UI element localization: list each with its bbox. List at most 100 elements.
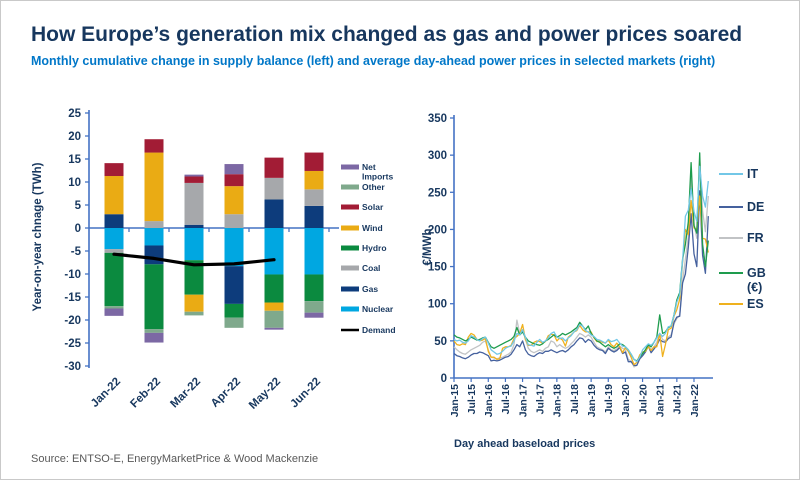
segment-solar bbox=[184, 176, 204, 183]
svg-text:Jul-18: Jul-18 bbox=[569, 384, 581, 415]
svg-text:10: 10 bbox=[68, 177, 81, 189]
segment-solar bbox=[224, 174, 244, 187]
segment-solar bbox=[304, 152, 324, 171]
svg-text:Coal: Coal bbox=[362, 263, 380, 273]
segment-other bbox=[144, 329, 164, 333]
price-lines bbox=[453, 152, 709, 368]
svg-text:Jul-20: Jul-20 bbox=[637, 384, 649, 415]
legend-item-gas: Gas bbox=[341, 284, 378, 294]
page-header: How Europe’s generation mix changed as g… bbox=[31, 23, 771, 68]
segment-other bbox=[104, 306, 124, 309]
svg-text:Year-on-year chnage (TWh): Year-on-year chnage (TWh) bbox=[32, 162, 44, 311]
legend-item-coal: Coal bbox=[341, 263, 380, 273]
svg-text:150: 150 bbox=[428, 262, 447, 274]
segment-hydro bbox=[264, 274, 284, 303]
segment-wind bbox=[264, 302, 284, 311]
svg-text:Jan-19: Jan-19 bbox=[586, 384, 598, 417]
svg-text:-5: -5 bbox=[71, 246, 82, 258]
legend-item-solar: Solar bbox=[341, 202, 384, 212]
svg-text:5: 5 bbox=[75, 200, 82, 212]
segment-coal bbox=[104, 249, 124, 253]
price-line-gb bbox=[453, 152, 709, 362]
segment-coal bbox=[144, 221, 164, 228]
svg-text:0: 0 bbox=[441, 373, 447, 385]
svg-text:Nuclear: Nuclear bbox=[362, 304, 394, 314]
page-title: How Europe’s generation mix changed as g… bbox=[31, 23, 743, 46]
segment-coal bbox=[224, 214, 244, 228]
segment-other bbox=[264, 310, 284, 328]
svg-text:20: 20 bbox=[68, 131, 81, 143]
page-subtitle: Monthly cumulative change in supply bala… bbox=[31, 54, 716, 69]
segment-hydro bbox=[184, 260, 204, 295]
legend-item-de: DE bbox=[719, 200, 764, 214]
right-x-axis: Jan-15 Jul-15 Jan-16 Jul-16 Jan-17 Jul-17 Jan-… bbox=[449, 377, 713, 417]
svg-text:Gas: Gas bbox=[362, 284, 378, 294]
svg-text:350: 350 bbox=[428, 113, 447, 125]
svg-text:Jan-15: Jan-15 bbox=[449, 384, 461, 417]
legend-item-it: IT bbox=[719, 167, 758, 181]
segment-hydro bbox=[304, 274, 324, 302]
svg-text:€/MWh: €/MWh bbox=[422, 228, 434, 265]
segment-net-imports bbox=[224, 164, 244, 175]
supply-balance-chart: 25 20 15 10 5 0 -5 -10 -15 -20 -25 -30 Year-on-year … bbox=[32, 108, 396, 412]
legend-item-hydro: Hydro bbox=[341, 243, 387, 253]
segment-net-imports bbox=[304, 312, 324, 318]
svg-text:Jan-22: Jan-22 bbox=[689, 384, 701, 417]
segment-wind bbox=[104, 176, 124, 215]
segment-other bbox=[224, 317, 244, 328]
segment-net-imports bbox=[264, 327, 284, 330]
svg-text:Imports: Imports bbox=[362, 172, 393, 182]
svg-text:FR: FR bbox=[747, 231, 764, 245]
segment-hydro bbox=[144, 264, 164, 330]
segment-wind bbox=[304, 170, 324, 190]
legend-item-demand: Demand bbox=[341, 325, 396, 335]
segment-nuclear bbox=[264, 228, 284, 275]
demand-line bbox=[112, 252, 276, 267]
bar-mar-22 bbox=[184, 174, 204, 316]
legend-item-gb: GB(€) bbox=[719, 266, 766, 295]
svg-text:200: 200 bbox=[428, 224, 447, 236]
segment-coal bbox=[184, 182, 204, 225]
price-line-de bbox=[453, 190, 709, 367]
segment-wind bbox=[184, 294, 204, 312]
svg-text:Net: Net bbox=[362, 162, 376, 172]
svg-text:-15: -15 bbox=[64, 292, 81, 304]
segment-solar bbox=[104, 163, 124, 177]
left-category-labels: Jan-22 Feb-22 Mar-22 Apr-22 May-22 Jun-22 bbox=[89, 376, 323, 412]
svg-text:300: 300 bbox=[428, 150, 447, 162]
svg-text:-25: -25 bbox=[64, 338, 81, 350]
segment-net-imports bbox=[184, 174, 204, 177]
svg-text:Jan-22: Jan-22 bbox=[89, 376, 123, 410]
svg-text:Jan-20: Jan-20 bbox=[620, 384, 632, 417]
segment-nuclear bbox=[104, 228, 124, 250]
svg-text:ES: ES bbox=[747, 297, 764, 311]
segment-hydro bbox=[224, 303, 244, 318]
legend-item-nuclear: Nuclear bbox=[341, 304, 394, 314]
left-y-axis: 25 20 15 10 5 0 -5 -10 -15 -20 -25 -30 Year-on-year … bbox=[32, 108, 90, 373]
bar-jan-22 bbox=[104, 163, 124, 316]
price-line-it bbox=[453, 165, 709, 363]
svg-text:Demand: Demand bbox=[362, 325, 396, 335]
segment-gas bbox=[144, 245, 164, 265]
svg-text:May-22: May-22 bbox=[247, 376, 283, 412]
right-chart-caption: Day ahead baseload prices bbox=[454, 438, 595, 450]
svg-text:Hydro: Hydro bbox=[362, 243, 387, 253]
legend-item-fr: FR bbox=[719, 231, 764, 245]
segment-other bbox=[304, 301, 324, 313]
right-y-axis: 0 50 100 150 200 250 300 350 €/MWh bbox=[422, 113, 455, 385]
segment-coal bbox=[304, 189, 324, 206]
bar-may-22 bbox=[264, 157, 284, 330]
stacked-bars bbox=[104, 139, 324, 343]
svg-text:Jan-21: Jan-21 bbox=[655, 384, 667, 417]
segment-gas bbox=[304, 205, 324, 228]
svg-text:Jan-17: Jan-17 bbox=[517, 384, 529, 417]
svg-text:250: 250 bbox=[428, 187, 447, 199]
segment-nuclear bbox=[184, 228, 204, 261]
svg-text:Other: Other bbox=[362, 182, 385, 192]
svg-text:Jun-22: Jun-22 bbox=[288, 376, 323, 411]
svg-text:-30: -30 bbox=[64, 361, 81, 373]
